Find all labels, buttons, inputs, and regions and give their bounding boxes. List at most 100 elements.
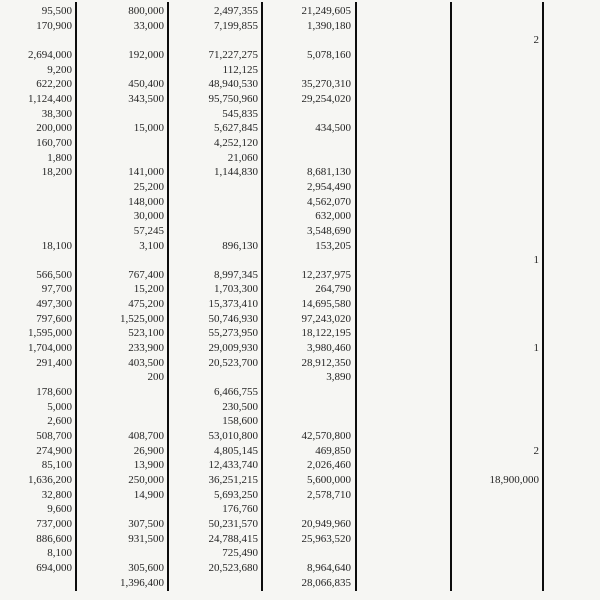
table-cell <box>367 400 447 415</box>
table-cell: 1,390,180 <box>307 19 351 32</box>
table-cell <box>272 400 351 415</box>
table-cell <box>0 370 72 385</box>
table-row: 797,600 1,525,000 50,746,930 97,243,020 <box>0 312 600 327</box>
table-cell: 148,000 <box>128 195 164 208</box>
table-cell <box>367 151 447 166</box>
table-cell <box>367 473 447 488</box>
table-cell <box>367 502 447 517</box>
table-row: 737,000 307,500 50,231,570 20,949,960 <box>0 517 600 532</box>
table-cell: 25,200 <box>133 180 164 193</box>
table-cell: 2,497,355 <box>214 5 258 17</box>
table-cell: 1,396,400 <box>120 576 164 589</box>
table-cell: 200 <box>147 371 165 384</box>
table-cell <box>459 532 539 547</box>
table-cell <box>272 63 351 78</box>
table-cell: 4,252,120 <box>214 136 258 149</box>
table-cell <box>367 341 447 356</box>
table-cell: 50,746,930 <box>208 312 259 325</box>
table-cell: 1,704,000 <box>28 342 72 355</box>
table-cell: 33,000 <box>133 19 164 32</box>
table-cell <box>0 180 72 195</box>
table-cell <box>367 356 447 371</box>
table-cell: 141,000 <box>128 166 164 179</box>
table-cell <box>459 326 539 341</box>
table-row: 25,200 2,954,490 <box>0 180 600 195</box>
table-cell <box>367 4 447 19</box>
table-cell <box>0 33 72 48</box>
table-cell <box>367 444 447 459</box>
table-row: 95,500 800,000 2,497,355 21,249,605 <box>0 4 600 19</box>
table-cell: 57,245 <box>133 224 164 237</box>
table-row: 1,396,400 28,066,835 <box>0 576 600 591</box>
table-row: 274,900 26,900 4,805,145 469,850 2 <box>0 444 600 459</box>
table-cell: 4,805,145 <box>214 444 258 457</box>
table-cell <box>459 458 539 473</box>
table-cell: 434,500 <box>315 122 351 135</box>
table-cell: 14,900 <box>133 488 164 501</box>
table-cell <box>367 180 447 195</box>
table-cell <box>367 195 447 210</box>
table-row: 85,100 13,900 12,433,740 2,026,460 <box>0 458 600 473</box>
table-cell <box>367 458 447 473</box>
table-cell <box>459 180 539 195</box>
table-row: 1,595,000 523,100 55,273,950 18,122,195 <box>0 326 600 341</box>
column-divider-2 <box>167 2 169 591</box>
table-cell <box>459 48 539 63</box>
table-cell <box>178 180 258 195</box>
table-row: 2,694,000 192,000 71,227,275 5,078,160 <box>0 48 600 63</box>
table-cell <box>367 121 447 136</box>
table-cell <box>367 546 447 561</box>
table-cell: 274,900 <box>36 444 72 457</box>
table-cell: 2 <box>533 34 540 47</box>
table-cell: 475,200 <box>128 298 164 311</box>
table-cell <box>367 429 447 444</box>
table-cell: 5,600,000 <box>307 474 351 486</box>
table-cell <box>459 224 539 239</box>
table-row: 38,300 545,835 <box>0 107 600 122</box>
table-cell: 7,199,855 <box>214 19 258 32</box>
table-cell: 8,100 <box>47 547 72 560</box>
table-row: 622,200 450,400 48,940,530 35,270,310 <box>0 77 600 92</box>
table-cell: 8,997,345 <box>214 268 258 281</box>
table-cell <box>367 77 447 92</box>
table-cell: 18,200 <box>41 166 72 179</box>
table-cell: 5,627,845 <box>214 122 258 135</box>
table-cell: 8,964,640 <box>307 561 351 574</box>
table-row: 5,000 230,500 <box>0 400 600 415</box>
table-cell <box>84 385 164 400</box>
table-cell: 469,850 <box>315 444 351 457</box>
table-cell: 28,912,350 <box>301 356 352 369</box>
table-cell <box>367 33 447 48</box>
table-row: 694,000 305,600 20,523,680 8,964,640 <box>0 561 600 576</box>
table-cell: 3,890 <box>326 371 351 384</box>
table-cell: 50,231,570 <box>208 517 259 530</box>
table-cell <box>272 33 351 48</box>
table-cell: 3,548,690 <box>307 224 351 237</box>
table-cell: 797,600 <box>36 312 72 325</box>
table-cell <box>459 488 539 503</box>
table-row: 9,600 176,760 <box>0 502 600 517</box>
table-cell: 1 <box>533 342 540 355</box>
table-cell: 1,703,300 <box>214 283 258 296</box>
table-cell <box>272 151 351 166</box>
table-cell: 6,466,755 <box>214 386 258 399</box>
table-cell <box>459 282 539 297</box>
table-cell: 230,500 <box>222 400 258 413</box>
table-cell <box>367 517 447 532</box>
table-cell: 15,200 <box>133 283 164 296</box>
table-cell: 1,636,200 <box>28 474 72 486</box>
table-cell <box>178 253 258 268</box>
table-cell <box>367 576 447 591</box>
table-cell: 42,570,800 <box>301 430 352 443</box>
table-row: 97,700 15,200 1,703,300 264,790 <box>0 282 600 297</box>
table-cell: 15,000 <box>133 122 164 135</box>
table-cell <box>367 326 447 341</box>
table-cell: 32,800 <box>41 488 72 501</box>
table-cell: 264,790 <box>315 283 351 296</box>
table-cell <box>178 209 258 224</box>
table-cell <box>84 136 164 151</box>
table-cell <box>84 253 164 268</box>
table-cell <box>367 532 447 547</box>
table-row: 8,100 725,490 <box>0 546 600 561</box>
table-cell: 71,227,275 <box>208 48 259 61</box>
